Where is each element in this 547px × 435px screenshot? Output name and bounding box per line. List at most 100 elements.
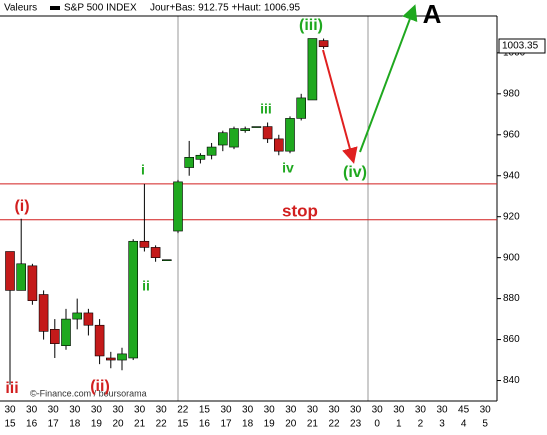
x-tick-label: 21 — [307, 419, 319, 430]
x-tick-label: 30 — [350, 405, 362, 416]
candle-body — [61, 318, 71, 347]
candle-body — [229, 128, 239, 148]
x-tick-label: 23 — [350, 419, 362, 430]
candle-body — [262, 126, 273, 140]
x-tick-label: 30 — [372, 405, 384, 416]
chart-subtitle: Jour+Bas: 912.75 +Haut: 1006.95 — [150, 3, 301, 14]
candle-body — [94, 324, 105, 357]
x-tick-label: 30 — [69, 405, 81, 416]
x-tick-label: 30 — [393, 405, 405, 416]
chart-title: S&P 500 INDEX — [64, 3, 137, 14]
annotation: (i) — [14, 198, 29, 215]
y-tick-label: 860 — [503, 334, 520, 345]
x-tick-label: 18 — [242, 419, 254, 430]
candle-body — [307, 38, 318, 101]
legend-label: Valeurs — [4, 3, 37, 14]
x-tick-label: 30 — [328, 405, 340, 416]
annotation: iii — [5, 380, 18, 397]
x-tick-label: 2 — [418, 419, 424, 430]
candle-body — [251, 126, 262, 128]
x-tick-label: 20 — [112, 419, 124, 430]
candle-body — [173, 181, 183, 232]
x-tick-label: 15 — [4, 419, 16, 430]
x-tick-label: 20 — [285, 419, 297, 430]
candle-body — [5, 251, 15, 291]
candle-body — [16, 263, 27, 291]
candle-body — [318, 40, 329, 48]
y-tick-label: 960 — [503, 129, 520, 140]
annotation: (iii) — [299, 17, 323, 34]
candle-body — [128, 240, 138, 359]
x-tick-label: 22 — [328, 419, 340, 430]
candle-body — [195, 154, 206, 160]
x-tick-label: 30 — [112, 405, 124, 416]
x-tick-label: 30 — [48, 405, 60, 416]
candle-body — [184, 157, 194, 168]
x-tick-label: 30 — [4, 405, 16, 416]
x-tick-label: 30 — [307, 405, 319, 416]
candle-body — [27, 265, 38, 301]
x-tick-label: 30 — [480, 405, 492, 416]
x-tick-label: 0 — [374, 419, 380, 430]
x-tick-label: 30 — [436, 405, 448, 416]
y-tick-label: 840 — [503, 375, 520, 386]
candle-body — [240, 128, 250, 131]
last-price-label: 1003.35 — [502, 41, 539, 52]
x-tick-label: 19 — [264, 419, 276, 430]
annotation: (iv) — [343, 164, 367, 181]
candle-body — [273, 138, 284, 152]
x-tick-label: 30 — [156, 405, 168, 416]
annotation: iii — [260, 101, 272, 117]
x-tick-label: 15 — [199, 405, 211, 416]
x-tick-label: 30 — [264, 405, 276, 416]
annotation: i — [141, 162, 145, 178]
x-tick-label: 30 — [134, 405, 146, 416]
x-tick-label: 19 — [91, 419, 103, 430]
x-tick-label: 16 — [199, 419, 211, 430]
annotation: (ii) — [90, 378, 110, 395]
annotation: A — [423, 0, 442, 29]
candle-body — [296, 97, 307, 119]
y-tick-label: 940 — [503, 170, 520, 181]
x-tick-label: 3 — [439, 419, 445, 430]
annotation: stop — [282, 201, 318, 220]
candle-body — [285, 118, 295, 152]
x-tick-label: 21 — [134, 419, 146, 430]
candle-body — [83, 312, 94, 326]
x-tick-label: 4 — [461, 419, 467, 430]
x-tick-label: 22 — [177, 405, 189, 416]
candle-body — [206, 146, 217, 156]
x-tick-label: 30 — [26, 405, 38, 416]
x-tick-label: 1 — [396, 419, 402, 430]
x-tick-label: 17 — [220, 419, 232, 430]
watermark: ©-Finance.com / boursorama — [30, 388, 147, 398]
x-tick-label: 30 — [220, 405, 232, 416]
x-tick-label: 30 — [415, 405, 427, 416]
candle-body — [117, 353, 127, 361]
annotation: ii — [142, 278, 150, 294]
y-tick-label: 920 — [503, 211, 520, 222]
candle-body — [49, 329, 60, 344]
y-tick-label: 880 — [503, 293, 520, 304]
x-tick-label: 15 — [177, 419, 189, 430]
arrow-up — [359, 4, 418, 153]
candle-body — [72, 312, 82, 320]
x-tick-label: 30 — [285, 405, 297, 416]
y-tick-label: 900 — [503, 252, 520, 263]
legend-swatch — [50, 6, 60, 10]
candle-body — [38, 294, 49, 332]
x-tick-label: 18 — [69, 419, 81, 430]
x-tick-label: 30 — [242, 405, 254, 416]
x-tick-label: 17 — [48, 419, 60, 430]
x-tick-label: 22 — [156, 419, 168, 430]
arrow-down — [322, 49, 358, 164]
annotation: iv — [282, 160, 294, 176]
candle-body — [139, 240, 150, 248]
x-tick-label: 16 — [26, 419, 38, 430]
x-tick-label: 45 — [458, 405, 470, 416]
candle-body — [106, 357, 116, 361]
candle-body — [218, 132, 228, 146]
x-tick-label: 30 — [91, 405, 103, 416]
